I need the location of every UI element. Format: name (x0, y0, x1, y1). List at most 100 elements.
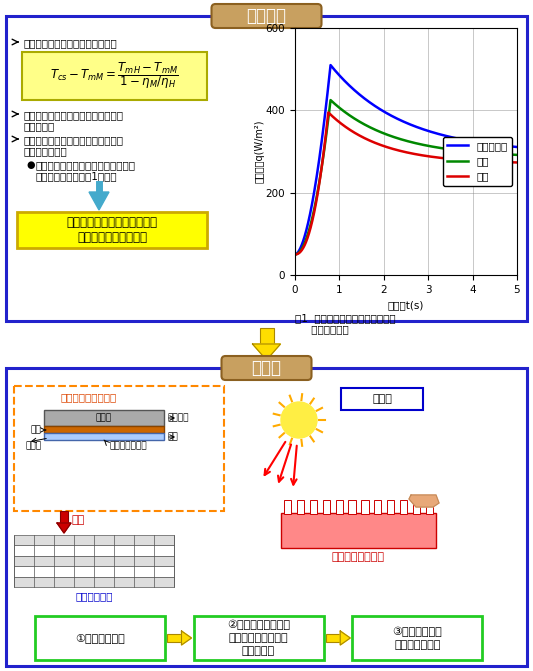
溝浅 (292, 250, 298, 258)
Polygon shape (89, 192, 109, 210)
Bar (22, 52, 207, 100)
Bar (44, 433, 164, 440)
溝深 (445, 154, 451, 162)
Legend: 浮造り無し, 溝浅, 溝深: 浮造り無し, 溝浅, 溝深 (443, 137, 512, 186)
Bar (167, 634, 182, 642)
Bar (35, 616, 165, 660)
Text: 先行研究: 先行研究 (246, 7, 287, 25)
Bar (60, 511, 68, 523)
Text: ●: ● (26, 160, 35, 170)
溝深 (314, 189, 321, 197)
溝浅 (445, 145, 451, 153)
溝浅 (465, 148, 472, 156)
溝浅 (390, 133, 396, 141)
浮造り無し (382, 108, 388, 116)
浮造り無し (327, 61, 334, 69)
溝深 (469, 156, 475, 164)
Text: $T_{cs}-T_{mM}=\dfrac{T_{mH}-T_{mM}}{1-\eta_M/\eta_H}$: $T_{cs}-T_{mM}=\dfrac{T_{mH}-T_{mM}}{1-\… (50, 60, 179, 91)
浮造り無し (514, 143, 520, 151)
溝深 (292, 250, 298, 258)
Polygon shape (409, 495, 439, 507)
Text: 木質材料の表面の機械加工で
温冷感制御の可能性？: 木質材料の表面の機械加工で 温冷感制御の可能性？ (67, 216, 157, 244)
Text: 本研究: 本研究 (252, 359, 281, 377)
Bar (14, 546, 174, 556)
Bar (374, 500, 382, 514)
浮造り無し (390, 113, 396, 121)
Text: 接触: 接触 (71, 515, 84, 525)
Bar (44, 410, 164, 426)
浮造り無し (314, 166, 321, 174)
Line: 溝深: 溝深 (295, 113, 517, 254)
Line: 溝浅: 溝浅 (295, 100, 517, 254)
浮造り無し (465, 137, 472, 145)
Polygon shape (340, 631, 350, 645)
FancyBboxPatch shape (222, 356, 311, 380)
Text: ゲル: ゲル (168, 433, 179, 442)
FancyBboxPatch shape (212, 4, 321, 28)
Bar (341, 388, 423, 410)
Text: 応用例: 応用例 (372, 394, 392, 404)
Bar (14, 535, 174, 546)
Bar (322, 500, 330, 514)
溝深 (325, 109, 332, 117)
Bar (193, 616, 324, 660)
溝浅 (327, 96, 334, 104)
Text: 接触面温度による接触温冷感評価: 接触面温度による接触温冷感評価 (24, 38, 118, 48)
Bar (413, 500, 420, 514)
浮造り無し (469, 138, 475, 146)
Bar (326, 634, 340, 642)
浮造り無し (292, 250, 298, 258)
Text: 屋外ウッドデッキ: 屋外ウッドデッキ (332, 552, 385, 562)
Line: 浮造り無し: 浮造り無し (295, 65, 517, 254)
Polygon shape (57, 523, 71, 533)
Bar (426, 500, 433, 514)
Text: ①熱流束の測定: ①熱流束の測定 (75, 633, 125, 643)
Circle shape (281, 402, 317, 438)
X-axis label: 時間，t(s): 時間，t(s) (388, 301, 424, 310)
Polygon shape (182, 631, 191, 645)
Text: 表面加工床材: 表面加工床材 (75, 591, 113, 601)
Bar (260, 328, 273, 344)
Text: ヒーター: ヒーター (168, 413, 190, 423)
Bar (361, 500, 368, 514)
溝浅 (514, 151, 520, 159)
溝深 (390, 145, 396, 153)
Text: 断熱材: 断熱材 (96, 413, 112, 423)
Bar (387, 500, 394, 514)
Text: 表面の溝が深いほど奪われる熱流束
は少なく温かい（図1参照）: 表面の溝が深いほど奪われる熱流束 は少なく温かい（図1参照） (36, 160, 136, 182)
Bar (17, 212, 207, 248)
Text: 熱流束測定による，木材の熱浸透率
の簡易測定: 熱流束測定による，木材の熱浸透率 の簡易測定 (24, 110, 124, 132)
溝深 (382, 142, 388, 150)
Bar (400, 500, 407, 514)
Bar (6, 368, 527, 666)
Polygon shape (253, 344, 280, 360)
溝浅 (382, 130, 388, 138)
Bar (14, 576, 174, 587)
Text: 熱電対: 熱電対 (26, 442, 42, 450)
溝深 (514, 158, 520, 166)
Y-axis label: 熱流束，q(W/m²): 熱流束，q(W/m²) (254, 119, 264, 183)
Bar (310, 500, 317, 514)
Bar (284, 500, 291, 514)
Text: 銅板: 銅板 (30, 425, 41, 435)
Bar (349, 500, 356, 514)
Bar (352, 616, 482, 660)
Text: 人体を模した加熱部: 人体を模した加熱部 (61, 392, 117, 402)
Bar (14, 556, 174, 566)
溝浅 (469, 148, 475, 156)
溝浅 (314, 187, 321, 195)
Text: ②熱流束と機械加工
（溝の幅・深さ）の
関係性検討: ②熱流束と機械加工 （溝の幅・深さ）の 関係性検討 (227, 619, 290, 656)
Bar (44, 426, 164, 433)
Text: 熱流束センサー: 熱流束センサー (109, 442, 147, 450)
Bar (14, 386, 224, 511)
Bar (336, 500, 343, 514)
Bar (14, 566, 174, 576)
Text: ③熱流束の制御
（温冷感制御）: ③熱流束の制御 （温冷感制御） (392, 626, 442, 650)
Text: 浮造り表面加工における溝の深浅の
熱流束への影響: 浮造り表面加工における溝の深浅の 熱流束への影響 (24, 135, 124, 156)
Text: 図1  浮造り加工の溝の深さによる
     熱流束の違い: 図1 浮造り加工の溝の深さによる 熱流束の違い (295, 313, 395, 335)
浮造り無し (445, 132, 451, 140)
溝深 (465, 156, 472, 164)
Bar (281, 513, 436, 548)
Bar (297, 500, 304, 514)
Bar (6, 16, 527, 321)
